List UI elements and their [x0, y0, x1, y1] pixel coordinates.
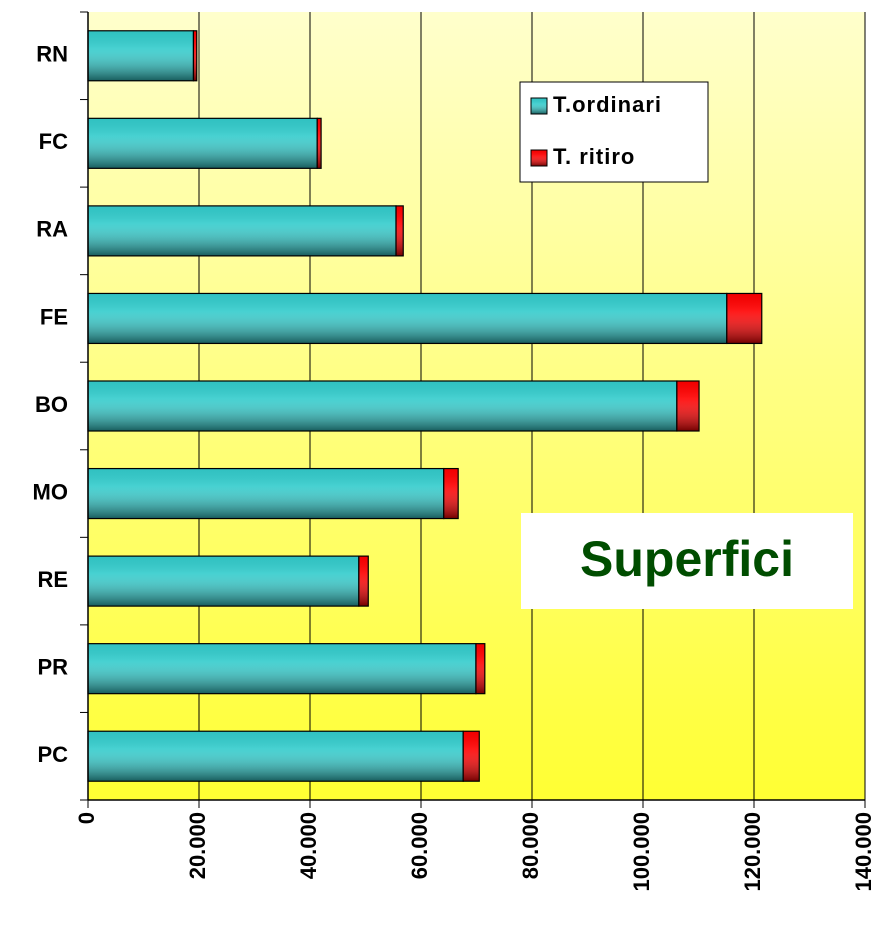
- y-tick-label: FC: [39, 129, 68, 154]
- y-tick-label: PC: [37, 742, 68, 767]
- x-tick-label: 80.000: [518, 812, 543, 879]
- bar-shading: [87, 205, 397, 257]
- bar-shading: [443, 467, 459, 520]
- bar-shading: [87, 643, 477, 695]
- bar-shading: [87, 117, 318, 169]
- x-tick-label: 40.000: [296, 812, 321, 879]
- y-tick-label: FE: [40, 304, 68, 329]
- legend-swatch-shading: [530, 97, 548, 115]
- legend-label: T.ordinari: [553, 92, 662, 117]
- bar-shading: [87, 292, 728, 345]
- y-tick-label: RN: [36, 42, 68, 67]
- y-tick-label: MO: [33, 479, 68, 504]
- bar-shading: [475, 643, 486, 695]
- x-tick-label: 60.000: [407, 812, 432, 879]
- legend: [519, 81, 709, 183]
- bar-shading: [676, 380, 700, 432]
- bar-shading: [87, 30, 195, 82]
- x-tick-label: 0: [74, 812, 99, 824]
- legend-swatch-shading: [530, 149, 548, 167]
- bar-shading: [192, 30, 198, 82]
- legend-label: T. ritiro: [553, 144, 635, 169]
- bar-shading: [87, 555, 360, 607]
- x-tick-label: 140.000: [851, 812, 876, 892]
- bar-shading: [726, 292, 763, 345]
- bar-shading: [316, 117, 322, 169]
- x-tick-label: 120.000: [740, 812, 765, 892]
- bar-shading: [87, 380, 678, 432]
- annotation: Superfici: [580, 531, 794, 587]
- bar-shading: [358, 555, 369, 607]
- annotation-box: [521, 513, 853, 609]
- y-tick-label: BO: [35, 392, 68, 417]
- x-tick-label: 20.000: [185, 812, 210, 879]
- bar-shading: [87, 730, 464, 782]
- y-tick-label: RA: [36, 217, 68, 242]
- bar-shading: [87, 467, 445, 520]
- bar-shading: [395, 205, 404, 257]
- bar-shading: [462, 730, 480, 782]
- x-tick-label: 100.000: [629, 812, 654, 892]
- y-tick-label: PR: [37, 654, 68, 679]
- y-tick-label: RE: [37, 567, 68, 592]
